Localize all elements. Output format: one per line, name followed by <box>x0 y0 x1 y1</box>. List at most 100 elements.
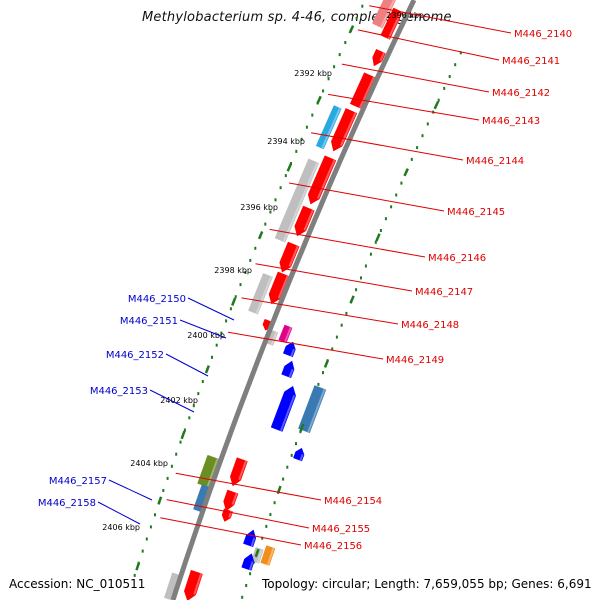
tick-dot <box>390 205 393 209</box>
topology-text: Topology: circular; Length: 7,659,055 bp… <box>262 577 592 591</box>
tick-dot <box>249 572 252 576</box>
tick-dot <box>369 252 372 256</box>
tick-dot <box>364 264 367 268</box>
tick-dot <box>290 453 293 457</box>
gene-highlight <box>270 331 278 346</box>
gene-arrow[interactable] <box>270 385 296 432</box>
gene-label-leader <box>179 319 227 339</box>
gene-block[interactable] <box>298 385 327 434</box>
gene-highlight <box>379 52 385 62</box>
tick-dot <box>179 440 182 444</box>
gene-arrow[interactable] <box>282 341 296 358</box>
tick-dot <box>274 198 277 202</box>
gene-label-m446_2154[interactable]: M446_2154 <box>324 496 382 507</box>
gene-label-m446_2142[interactable]: M446_2142 <box>492 88 550 99</box>
kbp-tick-mark <box>375 233 381 242</box>
gene-arrow[interactable] <box>184 569 203 600</box>
tick-dot <box>299 430 302 434</box>
kbp-tick-label: 2398 kbp <box>214 266 252 275</box>
gene-arrow[interactable] <box>293 447 305 462</box>
gene-label-m446_2150[interactable]: M446_2150 <box>128 294 186 305</box>
gene-label-m446_2157[interactable]: M446_2157 <box>49 476 107 487</box>
gene-label-leader <box>241 297 399 325</box>
gene-arrow[interactable] <box>307 155 337 205</box>
gene-highlight <box>380 0 396 28</box>
gene-highlight <box>387 11 403 40</box>
tick-dot <box>355 288 358 292</box>
gene-label-leader <box>160 517 302 546</box>
gene-arrow[interactable] <box>241 553 255 571</box>
gene-arrow[interactable] <box>281 360 295 379</box>
gene-label-m446_2155[interactable]: M446_2155 <box>312 524 370 535</box>
gene-arrow[interactable] <box>243 529 257 548</box>
gene-arrow[interactable] <box>230 457 248 487</box>
gene-label-m446_2152[interactable]: M446_2152 <box>106 350 164 361</box>
gene-label-leader <box>108 479 153 501</box>
gene-arrow[interactable] <box>279 241 300 273</box>
gene-highlight <box>288 368 294 378</box>
backbone-line <box>170 0 417 600</box>
gene-label-m446_2144[interactable]: M446_2144 <box>466 156 524 167</box>
gene-arrow[interactable] <box>223 489 239 512</box>
gene-label-m446_2146[interactable]: M446_2146 <box>428 253 486 264</box>
outer-tick-mark <box>157 496 163 505</box>
tick-dot <box>374 240 377 244</box>
gene-label-m446_2151[interactable]: M446_2151 <box>120 316 178 327</box>
gene-block[interactable] <box>260 545 276 566</box>
gene-label-m446_2147[interactable]: M446_2147 <box>415 287 473 298</box>
tick-dot <box>215 343 218 347</box>
gene-label-leader <box>357 29 500 61</box>
gene-label-m446_2153[interactable]: M446_2153 <box>90 386 148 397</box>
gene-label-m446_2158[interactable]: M446_2158 <box>38 498 96 509</box>
tick-dot <box>269 513 272 516</box>
gene-arrow[interactable] <box>331 108 358 152</box>
gene-highlight <box>193 573 203 595</box>
tick-dot <box>234 295 237 299</box>
gene-block[interactable] <box>278 324 293 344</box>
kbp-tick-label: 2396 kbp <box>240 203 278 212</box>
tick-dot <box>241 595 244 599</box>
gene-highlight <box>266 547 275 566</box>
gene-label-m446_2156[interactable]: M446_2156 <box>304 541 362 552</box>
tick-dot <box>145 537 148 541</box>
kbp-tick-label: 2394 kbp <box>267 137 305 146</box>
gene-block[interactable] <box>274 158 320 243</box>
gene-label-leader <box>369 5 512 34</box>
tick-dot <box>290 162 292 165</box>
tick-dot <box>400 181 403 185</box>
outer-tick-mark <box>257 231 264 240</box>
gene-label-leader <box>187 297 235 321</box>
tick-dot <box>459 51 462 55</box>
gene-label-m446_2143[interactable]: M446_2143 <box>482 116 540 127</box>
outer-tick-mark <box>316 95 322 105</box>
kbp-tick-label: 2402 kbp <box>160 396 198 405</box>
gene-highlight <box>231 492 238 505</box>
gene-label-m446_2141[interactable]: M446_2141 <box>502 56 560 67</box>
tick-dot <box>269 210 272 214</box>
kbp-tick-label: 2392 kbp <box>294 69 332 78</box>
gene-label-leader <box>311 132 464 161</box>
gene-arrow[interactable] <box>372 48 386 67</box>
gene-label-leader <box>166 499 310 529</box>
gene-highlight <box>282 162 319 243</box>
gene-highlight <box>238 460 247 481</box>
gene-label-leader <box>97 501 141 525</box>
gene-block[interactable] <box>372 0 398 29</box>
outer-dot-line <box>133 4 364 577</box>
tick-dot <box>443 86 446 90</box>
gene-label-leader <box>175 472 322 501</box>
gene-arrow[interactable] <box>294 205 315 237</box>
tick-dot <box>355 16 358 20</box>
tick-dot <box>175 452 178 456</box>
gene-highlight <box>255 276 273 315</box>
gene-label-m446_2148[interactable]: M446_2148 <box>401 320 459 331</box>
outer-tick-mark <box>348 25 355 34</box>
tick-dot <box>225 319 228 323</box>
tick-dot <box>338 53 341 57</box>
gene-label-m446_2149[interactable]: M446_2149 <box>386 355 444 366</box>
outer-tick-mark <box>204 365 210 374</box>
kbp-tick-label-partial: 2390 kbp <box>386 11 424 20</box>
gene-label-m446_2140[interactable]: M446_2140 <box>514 29 572 40</box>
gene-label-m446_2145[interactable]: M446_2145 <box>447 207 505 218</box>
outer-tick-mark <box>135 562 141 571</box>
